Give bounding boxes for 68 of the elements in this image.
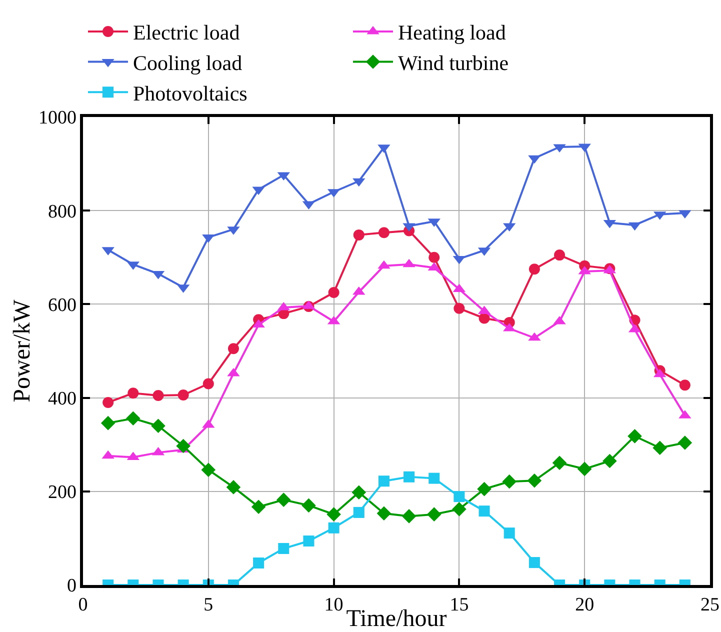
point [527,473,542,488]
point [426,507,442,522]
legend-label: Wind turbine [398,50,509,75]
point [202,378,214,390]
point [378,227,390,238]
point [378,476,390,487]
point [201,462,216,478]
point [678,436,692,450]
point [679,380,690,391]
point [452,502,466,516]
point [302,498,316,513]
point [276,492,291,507]
point [353,506,364,518]
point [178,389,189,400]
point [102,396,114,408]
point [428,252,440,263]
point [428,472,440,484]
point [402,509,416,524]
x-tick-label: 10 [324,594,344,616]
legend-label: Cooling load [133,50,243,75]
point [328,287,340,298]
y-tick-label: 600 [48,294,76,316]
point [303,536,314,547]
point [226,480,241,494]
point [228,343,239,354]
point [376,506,392,521]
point [502,474,517,489]
x-tick-label: 15 [450,594,469,616]
y-tick-label: 800 [48,201,76,222]
point [628,429,642,444]
point [176,438,190,454]
point [454,491,465,502]
point [504,528,515,539]
x-axis-title: Time/hour [346,606,447,632]
y-tick-label: 400 [48,388,76,410]
y-tick-label: 0 [66,576,76,597]
point [477,482,492,496]
point [404,471,415,482]
legend-label: Electric load [133,20,240,45]
point [652,440,667,456]
point [151,418,166,434]
x-tick-label: 5 [204,594,214,616]
point [253,558,264,568]
point [353,229,364,240]
x-tick-label: 25 [700,594,720,616]
legend-label: Photovoltaics [133,81,248,106]
point [278,543,290,554]
point [577,462,592,476]
y-tick-label: 200 [48,482,76,504]
point [602,454,617,468]
point [126,411,140,426]
point [328,522,340,534]
point [152,390,164,401]
y-tick-label: 1000 [38,108,76,129]
point [251,500,266,514]
x-tick-label: 20 [575,594,594,616]
point [528,557,540,568]
point [552,456,567,470]
point [528,264,540,275]
point [454,302,465,314]
point [478,506,490,517]
point [100,416,116,430]
point [128,388,139,399]
point [554,250,566,261]
legend-label: Heating load [398,20,506,45]
point [326,507,341,522]
y-axis-title: Power/kW [10,299,36,402]
point [352,485,366,500]
